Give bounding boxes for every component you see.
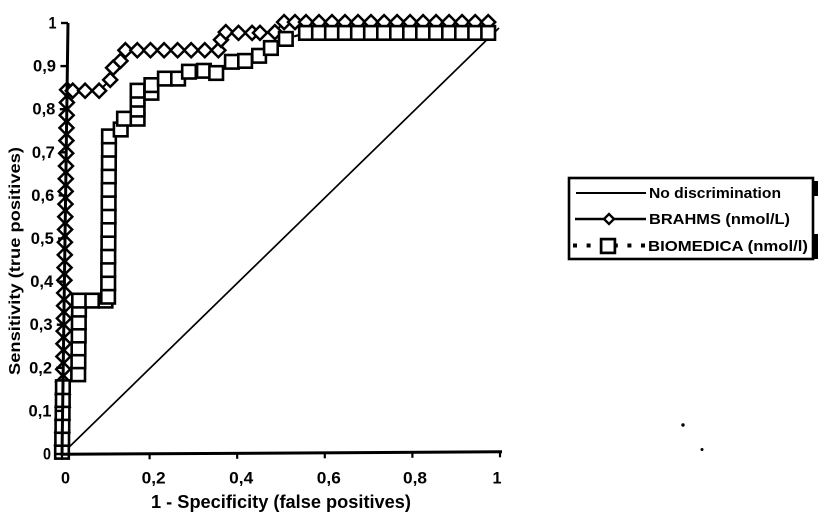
svg-text:Sensitivity (true positives): Sensitivity (true positives) (7, 147, 24, 375)
svg-text:0: 0 (43, 445, 51, 464)
svg-text:1: 1 (49, 14, 57, 33)
svg-text:0,4: 0,4 (229, 469, 254, 488)
svg-text:0,2: 0,2 (29, 358, 52, 377)
svg-text:BRAHMS (nmol/L): BRAHMS (nmol/L) (649, 211, 790, 228)
svg-text:0,1: 0,1 (29, 401, 52, 420)
svg-text:1: 1 (493, 469, 502, 488)
svg-text:0,8: 0,8 (403, 469, 427, 488)
svg-text:0,8: 0,8 (32, 100, 55, 119)
svg-text:0,6: 0,6 (317, 469, 341, 488)
svg-text:0,4: 0,4 (30, 272, 54, 291)
svg-text:0,6: 0,6 (31, 186, 54, 205)
svg-text:0,9: 0,9 (33, 57, 56, 76)
svg-text:0,7: 0,7 (32, 143, 55, 162)
svg-text:0,2: 0,2 (142, 469, 166, 488)
svg-text:BIOMEDICA (nmol/l): BIOMEDICA (nmol/l) (648, 238, 808, 255)
svg-text:No discrimination: No discrimination (649, 185, 781, 202)
svg-text:0: 0 (61, 469, 70, 488)
svg-text:0,3: 0,3 (30, 315, 53, 334)
svg-text:1 - Specificity (false positiv: 1 - Specificity (false positives) (151, 492, 411, 512)
svg-text:0,5: 0,5 (31, 229, 54, 248)
